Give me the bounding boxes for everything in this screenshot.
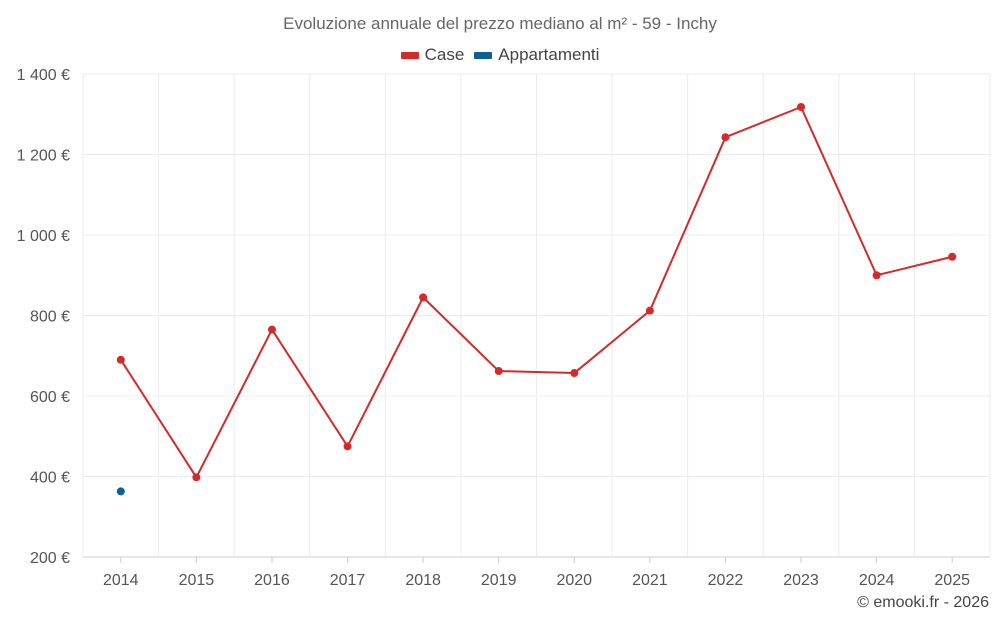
copyright-credit: © emooki.fr - 2026 <box>857 594 989 611</box>
y-tick-label: 200 € <box>30 550 70 567</box>
x-tick-label: 2021 <box>632 572 668 589</box>
y-tick-label: 1 200 € <box>17 148 70 165</box>
x-tick-label: 2020 <box>556 572 592 589</box>
y-tick-label: 800 € <box>30 309 70 326</box>
x-tick-label: 2017 <box>330 572 366 589</box>
data-point-case-2022 <box>721 133 730 142</box>
x-tick-label: 2014 <box>103 572 139 589</box>
legend-label-case: Case <box>424 45 465 64</box>
x-tick-label: 2023 <box>783 572 819 589</box>
y-tick-label: 600 € <box>30 389 70 406</box>
data-point-case-2023 <box>797 103 806 112</box>
y-tick-label: 1 000 € <box>17 228 70 245</box>
x-tick-label: 2024 <box>859 572 895 589</box>
data-point-case-2019 <box>494 367 503 376</box>
x-tick-label: 2019 <box>481 572 517 589</box>
chart-title: Evoluzione annuale del prezzo mediano al… <box>283 14 717 33</box>
data-point-appartamenti-2014 <box>116 487 125 496</box>
data-point-case-2024 <box>872 271 881 280</box>
series-line-case <box>119 106 953 479</box>
data-point-case-2025 <box>948 252 957 261</box>
legend-item-appartamenti[interactable]: Appartamenti <box>474 45 599 65</box>
x-tick-label: 2016 <box>254 572 290 589</box>
chart-legend: Case Appartamenti <box>0 45 1000 65</box>
y-tick-label: 400 € <box>30 470 70 487</box>
x-tick-label: 2015 <box>179 572 215 589</box>
x-tick-label: 2022 <box>708 572 744 589</box>
data-point-case-2018 <box>419 293 428 302</box>
data-point-case-2016 <box>267 325 276 334</box>
legend-label-appartamenti: Appartamenti <box>498 45 600 64</box>
legend-item-case[interactable]: Case <box>400 45 465 65</box>
y-tick-label: 1 400 € <box>17 67 70 84</box>
legend-swatch-appartamenti <box>474 51 493 59</box>
data-point-case-2020 <box>570 369 579 378</box>
data-point-case-2014 <box>116 355 125 364</box>
data-point-case-2017 <box>343 442 352 451</box>
x-tick-label: 2025 <box>934 572 970 589</box>
legend-swatch-case <box>400 51 419 59</box>
x-tick-label: 2018 <box>405 572 441 589</box>
data-point-case-2021 <box>645 306 654 315</box>
data-point-case-2015 <box>192 473 201 482</box>
